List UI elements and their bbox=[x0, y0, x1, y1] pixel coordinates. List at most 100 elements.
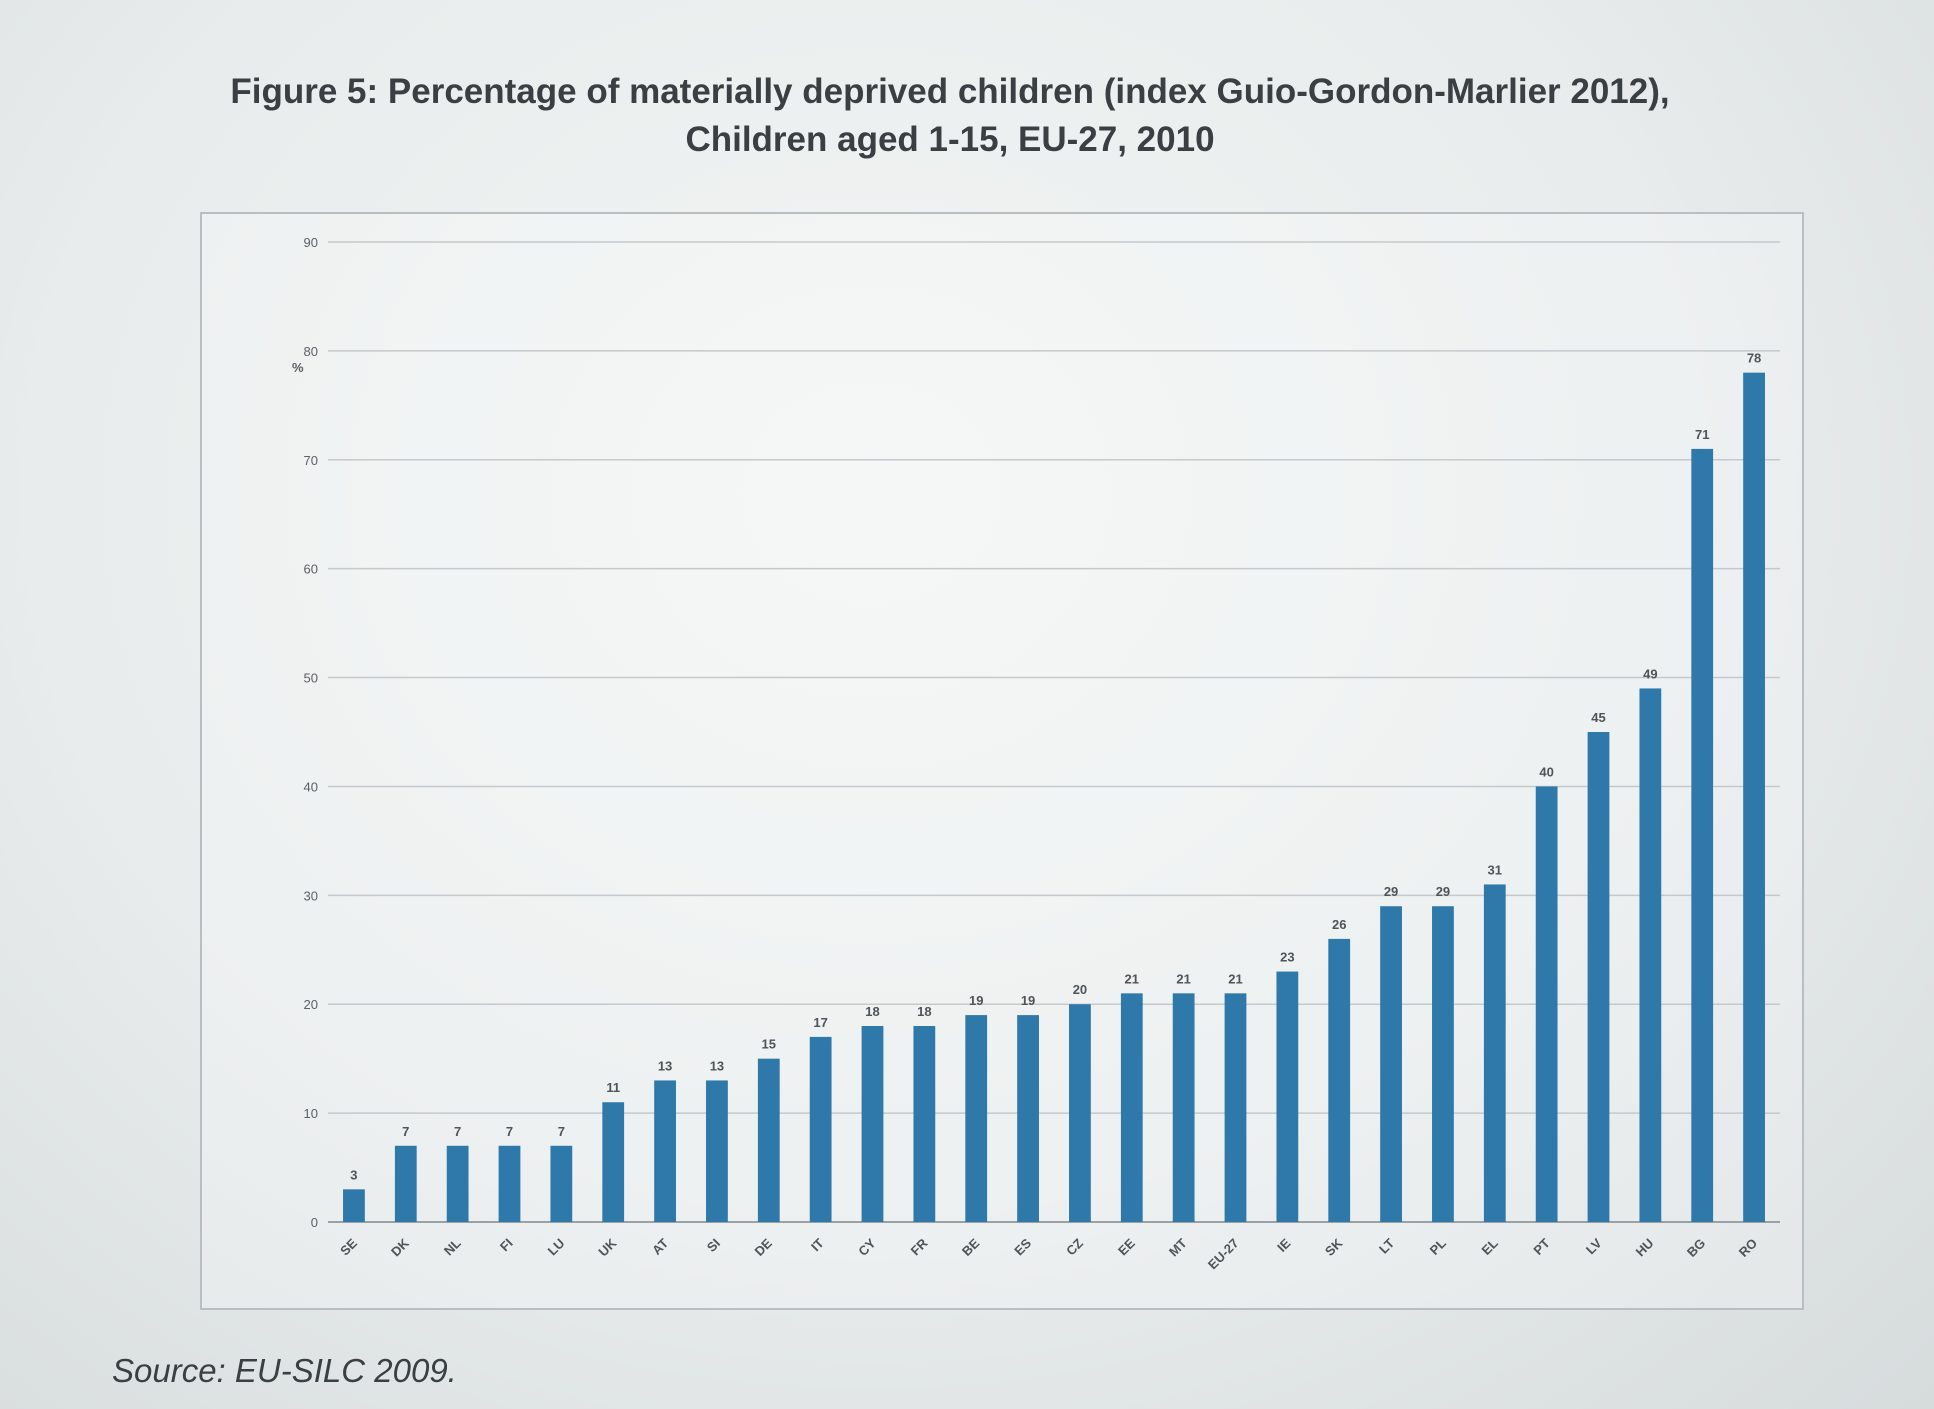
bar-BG bbox=[1691, 448, 1714, 1222]
data-labels: 3 7 7 7 7 11 13 13 15 17 18 18 19 19 20 21 21 21 23 26 29 29 3… bbox=[350, 351, 1761, 1183]
x-tick-label-EE: EE bbox=[1115, 1235, 1138, 1258]
bar-UK bbox=[602, 1102, 625, 1222]
source-note: Source: EU-SILC 2009. bbox=[112, 1352, 457, 1389]
x-tick-label-LT: LT bbox=[1376, 1235, 1397, 1256]
data-label-PT: 40 bbox=[1539, 764, 1553, 779]
bar-DE bbox=[757, 1058, 780, 1222]
y-tick-label: 40 bbox=[304, 779, 318, 794]
x-tick-label-LU: LU bbox=[545, 1236, 568, 1259]
x-tick-label-BE: BE bbox=[959, 1235, 983, 1259]
data-label-IE: 23 bbox=[1280, 950, 1294, 965]
x-tick-label-AT: AT bbox=[649, 1235, 671, 1257]
y-axis-tick-labels: 0 10 20 30 40 50 60 70 80 90 bbox=[304, 235, 318, 1230]
x-tick-label-RO: RO bbox=[1736, 1236, 1760, 1260]
data-label-HU: 49 bbox=[1643, 666, 1657, 681]
data-label-EL: 31 bbox=[1488, 862, 1502, 877]
gridlines bbox=[328, 241, 1780, 1223]
y-axis-label: % bbox=[292, 360, 304, 375]
y-tick-label: 60 bbox=[304, 562, 318, 577]
data-label-PL: 29 bbox=[1436, 884, 1450, 899]
bar-LT bbox=[1380, 906, 1402, 1222]
y-tick-label: 70 bbox=[304, 453, 318, 468]
bar-IT bbox=[809, 1036, 832, 1222]
bar-PL bbox=[1432, 906, 1454, 1222]
y-tick-label: 0 bbox=[311, 1215, 318, 1230]
data-label-SE: 3 bbox=[350, 1167, 357, 1182]
x-tick-label-SI: SI bbox=[704, 1236, 723, 1255]
x-tick-label-FI: FI bbox=[497, 1236, 516, 1255]
y-tick-label: 30 bbox=[304, 888, 318, 903]
x-tick-label-PL: PL bbox=[1427, 1235, 1449, 1257]
data-label-BG: 71 bbox=[1695, 427, 1709, 442]
data-label-CY: 18 bbox=[865, 1004, 879, 1019]
x-tick-label-CY: CY bbox=[855, 1235, 879, 1259]
data-label-EE: 21 bbox=[1125, 971, 1139, 986]
bar-ES bbox=[1017, 1015, 1039, 1222]
bars bbox=[343, 372, 1765, 1222]
data-label-BE: 19 bbox=[969, 993, 983, 1008]
bar-BE bbox=[965, 1015, 988, 1222]
data-label-NL: 7 bbox=[454, 1124, 461, 1139]
bar-SI bbox=[706, 1080, 728, 1222]
bar-IE bbox=[1276, 971, 1299, 1222]
x-tick-label-EU-27: EU-27 bbox=[1205, 1236, 1242, 1273]
data-label-IT: 17 bbox=[813, 1015, 827, 1030]
x-tick-label-DK: DK bbox=[388, 1235, 412, 1259]
y-tick-label: 50 bbox=[304, 671, 318, 686]
x-axis-tick-labels: SE DK NL FI LU UK AT SI DE IT CY FR BE ES CZ EE MT EU-27 I… bbox=[337, 1235, 1760, 1272]
bar-FI bbox=[498, 1145, 521, 1222]
figure-subtitle: Children aged 1-15, EU-27, 2010 bbox=[685, 120, 1215, 159]
x-tick-label-SK: SK bbox=[1322, 1235, 1346, 1259]
x-tick-label-SE: SE bbox=[337, 1235, 360, 1258]
bar-CY bbox=[861, 1026, 884, 1222]
bar-LV bbox=[1587, 732, 1610, 1222]
x-tick-label-ES: ES bbox=[1011, 1235, 1034, 1258]
bar-PT bbox=[1535, 786, 1558, 1222]
bar-DK bbox=[394, 1145, 417, 1222]
x-tick-label-PT: PT bbox=[1530, 1235, 1552, 1257]
x-tick-label-CZ: CZ bbox=[1063, 1235, 1086, 1258]
bar-SK bbox=[1328, 938, 1351, 1222]
bar-EU-27 bbox=[1224, 993, 1247, 1222]
data-label-LU: 7 bbox=[558, 1124, 565, 1139]
y-tick-label: 20 bbox=[304, 997, 318, 1012]
x-tick-label-MT: MT bbox=[1166, 1235, 1190, 1259]
data-label-SK: 26 bbox=[1332, 917, 1346, 932]
bar-LU bbox=[550, 1145, 573, 1222]
bar-SE bbox=[343, 1189, 365, 1222]
bar-chart: 0 10 20 30 40 50 60 70 80 90 % 3 7 7 7 7 11 13 13 15 17 18 1… bbox=[292, 235, 1780, 1272]
bar-EE bbox=[1120, 993, 1143, 1222]
data-label-DE: 15 bbox=[762, 1037, 776, 1052]
bar-EL bbox=[1483, 884, 1506, 1222]
data-label-SI: 13 bbox=[710, 1058, 724, 1073]
bar-CZ bbox=[1069, 1004, 1091, 1222]
x-tick-label-DE: DE bbox=[752, 1235, 776, 1259]
bar-NL bbox=[446, 1145, 469, 1222]
figure-title: Figure 5: Percentage of materially depri… bbox=[230, 72, 1670, 111]
x-tick-label-FR: FR bbox=[908, 1235, 931, 1258]
x-tick-label-IE: IE bbox=[1274, 1235, 1294, 1255]
bar-AT bbox=[654, 1080, 676, 1222]
x-tick-label-UK: UK bbox=[595, 1235, 619, 1259]
data-label-CZ: 20 bbox=[1073, 982, 1087, 997]
x-tick-label-BG: BG bbox=[1684, 1236, 1708, 1260]
x-tick-label-HU: HU bbox=[1633, 1236, 1657, 1260]
data-label-LT: 29 bbox=[1384, 884, 1398, 899]
y-tick-label: 90 bbox=[304, 235, 318, 250]
data-label-RO: 78 bbox=[1747, 351, 1761, 366]
data-label-EU-27: 21 bbox=[1228, 971, 1242, 986]
x-tick-label-LV: LV bbox=[1583, 1235, 1605, 1257]
data-label-DK: 7 bbox=[402, 1124, 409, 1139]
bar-RO bbox=[1743, 372, 1765, 1222]
x-tick-label-NL: NL bbox=[441, 1235, 464, 1258]
y-tick-label: 10 bbox=[304, 1106, 318, 1121]
data-label-AT: 13 bbox=[658, 1058, 672, 1073]
data-label-MT: 21 bbox=[1176, 971, 1190, 986]
x-tick-label-IT: IT bbox=[808, 1235, 827, 1254]
data-label-UK: 11 bbox=[606, 1080, 620, 1095]
x-tick-label-EL: EL bbox=[1479, 1235, 1501, 1257]
data-label-FR: 18 bbox=[917, 1004, 931, 1019]
y-tick-label: 80 bbox=[304, 344, 318, 359]
bar-FR bbox=[913, 1026, 936, 1222]
data-label-ES: 19 bbox=[1021, 993, 1035, 1008]
